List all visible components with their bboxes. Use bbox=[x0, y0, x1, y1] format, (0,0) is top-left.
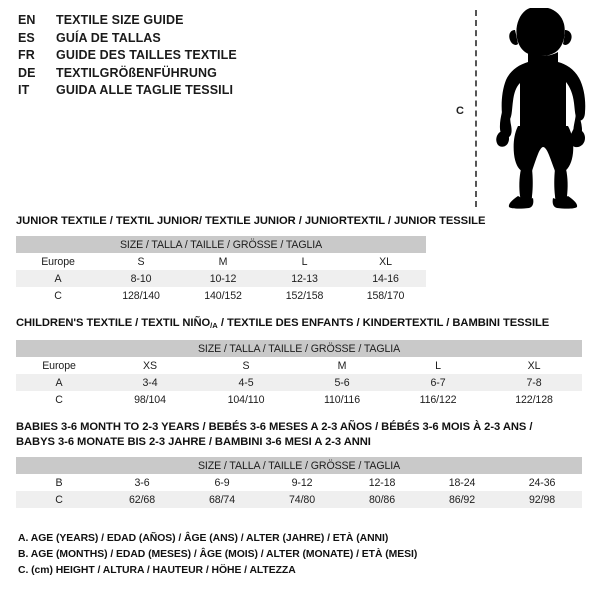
section-children-textile: CHILDREN'S TEXTILE / TEXTIL NIÑO/A / TEX… bbox=[16, 316, 583, 408]
children-size-table: SIZE / TALLA / TAILLE / GRÖSSE / TAGLIA … bbox=[16, 340, 583, 408]
row-label: A bbox=[16, 270, 100, 287]
language-header-block: EN TEXTILE SIZE GUIDE ES GUÍA DE TALLAS … bbox=[18, 13, 438, 101]
cell: XL bbox=[486, 357, 583, 374]
language-title: TEXTILGRÖßENFÜHRUNG bbox=[56, 65, 217, 80]
section-title-children-sub: /A bbox=[210, 321, 218, 330]
language-code: EN bbox=[18, 13, 36, 27]
cell: 10-12 bbox=[182, 270, 264, 287]
table-row: A 3-4 4-5 5-6 6-7 7-8 bbox=[16, 374, 583, 391]
language-row: ES GUÍA DE TALLAS bbox=[18, 31, 438, 49]
cell: 4-5 bbox=[198, 374, 294, 391]
babies-size-table: SIZE / TALLA / TAILLE / GRÖSSE / TAGLIA … bbox=[16, 457, 583, 508]
junior-size-table: SIZE / TALLA / TAILLE / GRÖSSE / TAGLIA … bbox=[16, 236, 427, 304]
cell: L bbox=[390, 357, 486, 374]
section-title-children-post: / TEXTILE DES ENFANTS / KINDERTEXTIL / B… bbox=[217, 317, 550, 329]
children-band-label: SIZE / TALLA / TAILLE / GRÖSSE / TAGLIA bbox=[16, 340, 583, 357]
cell: 6-7 bbox=[390, 374, 486, 391]
table-row: B 3-6 6-9 9-12 12-18 18-24 24-36 bbox=[16, 474, 583, 491]
cell: 12-13 bbox=[264, 270, 345, 287]
cell: XS bbox=[102, 357, 198, 374]
row-label: C bbox=[16, 491, 102, 508]
cell: 140/152 bbox=[182, 287, 264, 304]
cell: 86/92 bbox=[422, 491, 502, 508]
cell: 62/68 bbox=[102, 491, 182, 508]
toddler-silhouette-icon bbox=[496, 8, 586, 209]
babies-band-label: SIZE / TALLA / TAILLE / GRÖSSE / TAGLIA bbox=[16, 457, 583, 474]
row-label: Europe bbox=[16, 357, 102, 374]
language-row: DE TEXTILGRÖßENFÜHRUNG bbox=[18, 66, 438, 84]
language-code: ES bbox=[18, 30, 35, 45]
cell: S bbox=[100, 253, 182, 270]
cell: 68/74 bbox=[182, 491, 262, 508]
cell: 18-24 bbox=[422, 474, 502, 491]
table-row: Europe S M L XL bbox=[16, 253, 427, 270]
cell: 104/110 bbox=[198, 391, 294, 408]
language-title: GUIDA ALLE TAGLIE TESSILI bbox=[56, 83, 234, 97]
cell: 92/98 bbox=[502, 491, 583, 508]
table-row: C 128/140 140/152 152/158 158/170 bbox=[16, 287, 427, 304]
section-junior-textile: JUNIOR TEXTILE / TEXTIL JUNIOR/ TEXTILE … bbox=[16, 214, 486, 304]
legend-line-a: A. AGE (YEARS) / EDAD (AÑOS) / ÂGE (ANS)… bbox=[18, 533, 389, 544]
language-row: EN TEXTILE SIZE GUIDE bbox=[18, 13, 438, 31]
section-title-babies-line2: BABYS 3-6 MONATE BIS 2-3 JAHRE / BAMBINI… bbox=[16, 436, 371, 448]
junior-band-label: SIZE / TALLA / TAILLE / GRÖSSE / TAGLIA bbox=[16, 236, 427, 253]
cell: S bbox=[198, 357, 294, 374]
row-label: Europe bbox=[16, 253, 100, 270]
table-band-row: SIZE / TALLA / TAILLE / GRÖSSE / TAGLIA bbox=[16, 340, 583, 357]
section-babies-textile: BABIES 3-6 MONTH TO 2-3 YEARS / BEBÉS 3-… bbox=[16, 420, 583, 508]
cell: 116/122 bbox=[390, 391, 486, 408]
legend-line-c: C. (cm) HEIGHT / ALTURA / HAUTEUR / HÖHE… bbox=[18, 565, 296, 576]
section-title-junior: JUNIOR TEXTILE / TEXTIL JUNIOR/ TEXTILE … bbox=[16, 215, 486, 227]
cell: 98/104 bbox=[102, 391, 198, 408]
measurement-legend: A. AGE (YEARS) / EDAD (AÑOS) / ÂGE (ANS)… bbox=[18, 531, 498, 579]
language-title: TEXTILE SIZE GUIDE bbox=[56, 13, 184, 27]
table-row: C 98/104 104/110 110/116 116/122 122/128 bbox=[16, 391, 583, 408]
cell: L bbox=[264, 253, 345, 270]
language-code: IT bbox=[18, 83, 30, 97]
row-label: B bbox=[16, 474, 102, 491]
language-title: GUÍA DE TALLAS bbox=[56, 30, 161, 45]
language-title: GUIDE DES TAILLES TEXTILE bbox=[56, 48, 237, 62]
section-title-children: CHILDREN'S TEXTILE / TEXTIL NIÑO/A / TEX… bbox=[16, 316, 582, 333]
cell: 24-36 bbox=[502, 474, 583, 491]
cell: 8-10 bbox=[100, 270, 182, 287]
language-code: DE bbox=[18, 65, 36, 80]
row-label: A bbox=[16, 374, 102, 391]
section-title-babies: BABIES 3-6 MONTH TO 2-3 YEARS / BEBÉS 3-… bbox=[16, 420, 582, 450]
cell: 5-6 bbox=[294, 374, 390, 391]
table-row: C 62/68 68/74 74/80 80/86 86/92 92/98 bbox=[16, 491, 583, 508]
table-band-row: SIZE / TALLA / TAILLE / GRÖSSE / TAGLIA bbox=[16, 457, 583, 474]
cell: 14-16 bbox=[345, 270, 427, 287]
cell: 3-6 bbox=[102, 474, 182, 491]
language-row: IT GUIDA ALLE TAGLIE TESSILI bbox=[18, 83, 438, 101]
cell: 80/86 bbox=[342, 491, 422, 508]
cell: 9-12 bbox=[262, 474, 342, 491]
cell: 6-9 bbox=[182, 474, 262, 491]
cell: 7-8 bbox=[486, 374, 583, 391]
language-code: FR bbox=[18, 48, 35, 62]
height-measure-label: C bbox=[456, 105, 464, 117]
table-band-row: SIZE / TALLA / TAILLE / GRÖSSE / TAGLIA bbox=[16, 236, 427, 253]
height-measurement-figure: C bbox=[440, 0, 600, 215]
section-title-babies-line1: BABIES 3-6 MONTH TO 2-3 YEARS / BEBÉS 3-… bbox=[16, 421, 533, 433]
legend-line-b: B. AGE (MONTHS) / EDAD (MESES) / ÂGE (MO… bbox=[18, 549, 418, 560]
cell: 74/80 bbox=[262, 491, 342, 508]
cell: M bbox=[182, 253, 264, 270]
row-label: C bbox=[16, 391, 102, 408]
cell: 12-18 bbox=[342, 474, 422, 491]
cell: M bbox=[294, 357, 390, 374]
table-row: Europe XS S M L XL bbox=[16, 357, 583, 374]
cell: 128/140 bbox=[100, 287, 182, 304]
cell: 110/116 bbox=[294, 391, 390, 408]
table-row: A 8-10 10-12 12-13 14-16 bbox=[16, 270, 427, 287]
cell: XL bbox=[345, 253, 427, 270]
cell: 3-4 bbox=[102, 374, 198, 391]
cell: 158/170 bbox=[345, 287, 427, 304]
height-dashed-line bbox=[475, 10, 477, 207]
cell: 122/128 bbox=[486, 391, 583, 408]
cell: 152/158 bbox=[264, 287, 345, 304]
language-row: FR GUIDE DES TAILLES TEXTILE bbox=[18, 48, 438, 66]
row-label: C bbox=[16, 287, 100, 304]
section-title-children-pre: CHILDREN'S TEXTILE / TEXTIL NIÑO bbox=[16, 317, 211, 329]
